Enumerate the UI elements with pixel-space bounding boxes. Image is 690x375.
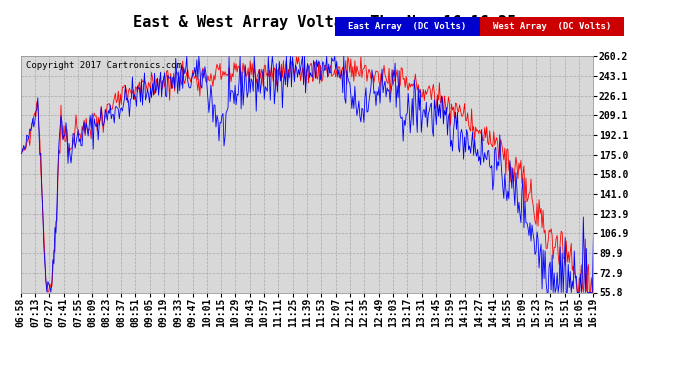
- Text: West Array  (DC Volts): West Array (DC Volts): [493, 22, 611, 31]
- Text: East Array  (DC Volts): East Array (DC Volts): [348, 22, 466, 31]
- Text: Copyright 2017 Cartronics.com: Copyright 2017 Cartronics.com: [26, 61, 182, 70]
- Text: East & West Array Voltage Thu Nov 16 16:25: East & West Array Voltage Thu Nov 16 16:…: [132, 15, 516, 30]
